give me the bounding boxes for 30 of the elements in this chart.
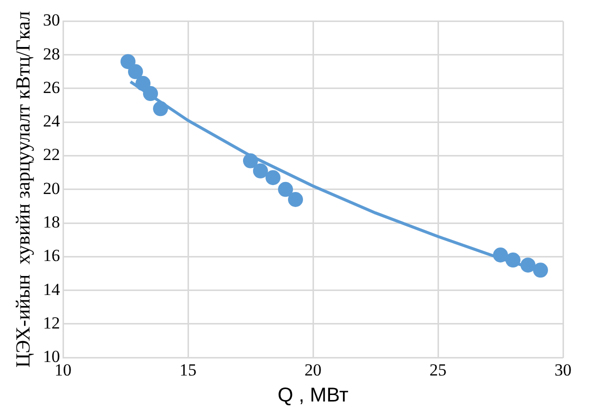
point	[520, 258, 536, 273]
y-tick-label: 16	[43, 246, 60, 266]
point	[266, 170, 280, 186]
point	[278, 182, 293, 197]
y-tick-label: 20	[43, 178, 60, 198]
x-tick-label: 20	[304, 360, 322, 380]
y-tick-label: 18	[43, 212, 60, 232]
point	[253, 163, 268, 178]
point	[288, 192, 303, 207]
y-tick-label: 24	[43, 112, 60, 131]
point	[153, 101, 168, 116]
y-tick-label: 14	[43, 280, 60, 299]
y-axis-title: ЦЭХ-ийын хувийн зарцуулалт кВтц/Гкал	[12, 11, 34, 368]
x-tick-label: 30	[554, 360, 572, 380]
y-tick-label: 28	[43, 44, 60, 64]
y-tick-label: 22	[43, 145, 60, 164]
x-tick-label: 25	[430, 360, 446, 380]
x-axis-title: Q , МВт	[278, 384, 348, 407]
x-tick-label: 15	[180, 360, 196, 380]
y-tick-label: 30	[43, 10, 60, 30]
point	[243, 153, 258, 168]
point	[136, 76, 150, 91]
point	[533, 262, 548, 278]
point	[143, 86, 158, 102]
point	[506, 252, 520, 268]
point	[120, 54, 136, 70]
point	[128, 64, 143, 80]
point	[493, 248, 508, 262]
y-tick-label: 12	[43, 313, 60, 332]
y-tick-label: 26	[43, 78, 60, 97]
